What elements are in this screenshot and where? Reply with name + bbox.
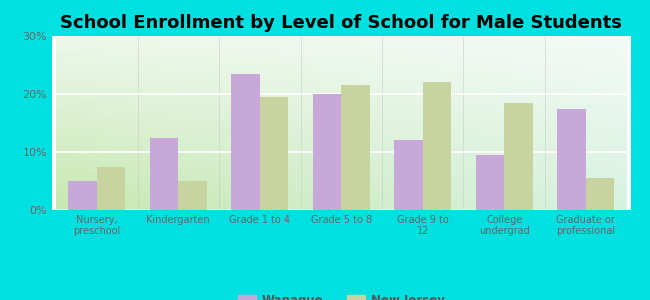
Bar xyxy=(150,137,178,210)
Bar xyxy=(586,178,614,210)
Bar xyxy=(178,181,207,210)
Bar xyxy=(504,103,533,210)
Title: School Enrollment by Level of School for Male Students: School Enrollment by Level of School for… xyxy=(60,14,622,32)
Bar xyxy=(476,155,504,210)
Bar xyxy=(394,140,422,210)
Bar xyxy=(231,74,260,210)
Bar xyxy=(260,97,289,210)
Bar xyxy=(341,85,370,210)
Legend: Wanaque, New Jersey: Wanaque, New Jersey xyxy=(233,290,449,300)
Bar xyxy=(422,82,451,210)
Bar xyxy=(97,167,125,210)
Bar xyxy=(557,109,586,210)
Bar xyxy=(313,94,341,210)
Bar xyxy=(68,181,97,210)
